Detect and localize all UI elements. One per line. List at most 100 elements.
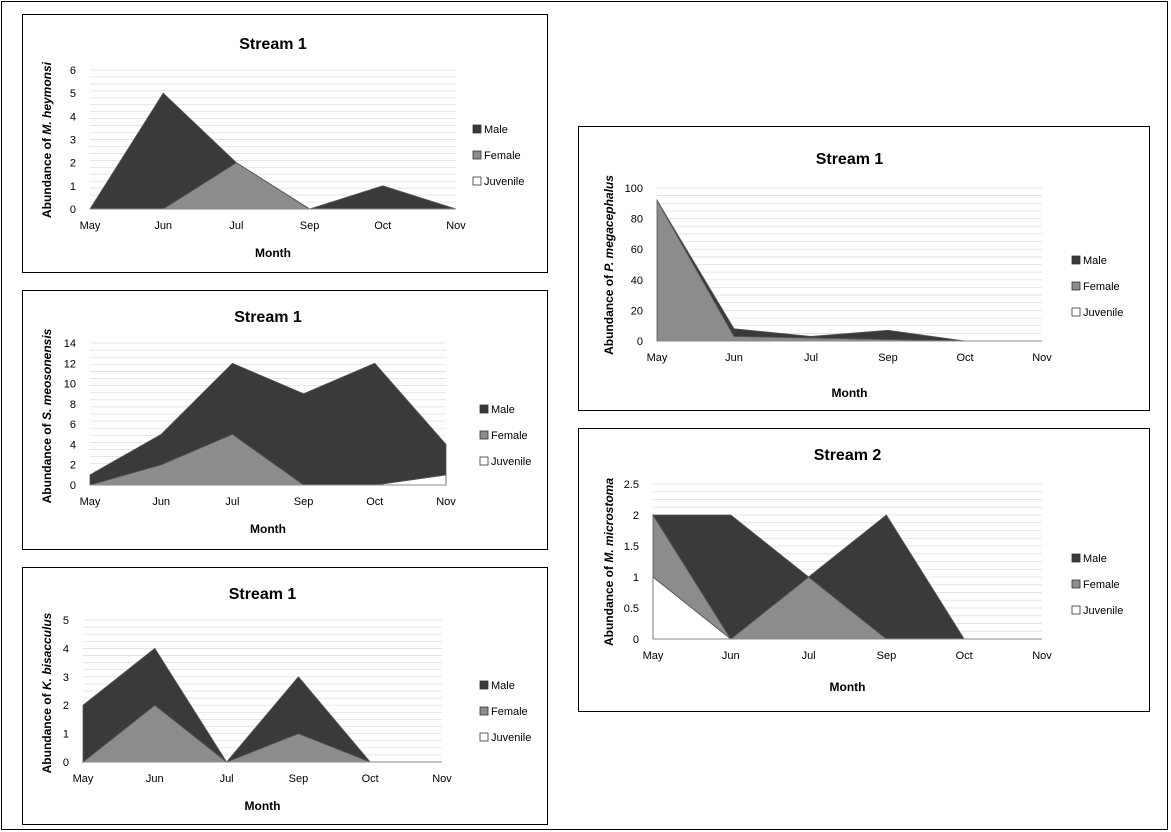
x-tick-label: Sep (878, 352, 898, 364)
y-tick-label: 1 (63, 729, 69, 741)
y-tick-label: 60 (631, 244, 643, 256)
y-tick-label: 1 (633, 572, 639, 584)
y-tick-label: 14 (64, 338, 76, 350)
x-tick-label: Jul (229, 220, 243, 232)
legend-label-male: Male (491, 680, 515, 692)
x-tick-label: Jul (804, 352, 818, 364)
y-tick-label: 0 (63, 757, 69, 769)
legend-swatch-male (479, 404, 489, 414)
x-tick-label: Jun (725, 352, 743, 364)
x-tick-label: Nov (436, 496, 456, 508)
y-tick-label: 40 (631, 275, 643, 287)
legend-label-female: Female (491, 706, 528, 718)
x-tick-label: Jul (225, 496, 239, 508)
y-tick-label: 3 (70, 135, 76, 147)
x-axis-label: Month (255, 246, 291, 260)
legend-label-male: Male (484, 124, 508, 136)
y-tick-label: 0.5 (624, 603, 639, 615)
legend-swatch-female (472, 150, 482, 160)
x-tick-label: Nov (1032, 650, 1052, 662)
legend-label-female: Female (1083, 579, 1120, 591)
y-tick-label: 10 (64, 379, 76, 391)
legend-label-male: Male (1083, 553, 1107, 565)
x-tick-label: Nov (446, 220, 466, 232)
y-tick-label: 20 (631, 305, 643, 317)
x-axis-label: Month (250, 522, 286, 536)
y-axis-label: Abundance of P. megacephalus (602, 175, 616, 355)
chart-m-microstoma: Stream 2 0 0.5 1 1.5 2 2.5 May Jun Jul Sep Oct Nov Mo… (578, 428, 1150, 712)
y-axis-label: Abundance of S. meosonensis (40, 328, 54, 503)
legend-swatch-juvenile (1071, 605, 1081, 615)
legend-swatch-female (1071, 579, 1081, 589)
chart-svg: Stream 1 0 1 2 3 4 5 6 May Jun Jul Sep Oct Nov Month Ab… (40, 36, 524, 260)
y-tick-label: 5 (63, 615, 69, 627)
x-axis-label: Month (832, 386, 868, 400)
legend-swatch-female (479, 706, 489, 716)
y-axis-label: Abundance of K. bisacculus (40, 612, 54, 773)
y-tick-label: 2 (70, 460, 76, 472)
y-tick-label: 2.5 (624, 479, 639, 491)
y-tick-label: 6 (70, 419, 76, 431)
x-tick-label: Jun (722, 650, 740, 662)
x-tick-label: Oct (956, 352, 973, 364)
legend-label-female: Female (491, 430, 528, 442)
chart-svg: Stream 1 0 2 4 6 8 10 12 14 May Jun Jul Sep Oct Nov Mon… (40, 309, 531, 536)
chart-title: Stream 1 (816, 151, 884, 168)
x-tick-label: Sep (300, 220, 320, 232)
legend-swatch-female (479, 430, 489, 440)
y-tick-label: 2 (63, 700, 69, 712)
chart-title: Stream 1 (239, 36, 307, 53)
x-tick-label: Oct (366, 496, 383, 508)
chart-s-meosonensis: Stream 1 0 2 4 6 8 10 12 14 May Jun Jul Sep Oct Nov Mon… (22, 290, 548, 550)
x-axis-label: Month (830, 680, 866, 694)
legend-label-juvenile: Juvenile (491, 732, 531, 744)
area-series-male (652, 514, 1042, 640)
chart-k-bisacculus: Stream 1 0 1 2 3 4 5 May Jun Jul Sep Oct Nov Month Abu… (22, 567, 548, 825)
y-tick-label: 100 (625, 183, 643, 195)
chart-m-heymonsi: Stream 1 0 1 2 3 4 5 6 May Jun Jul Sep Oct Nov Month Ab… (22, 14, 548, 273)
y-tick-label: 4 (70, 439, 76, 451)
chart-p-megacephalus: Stream 1 0 20 40 60 80 100 May Jun Jul Sep Oct Nov Mo… (578, 126, 1150, 411)
legend-label-male: Male (1083, 255, 1107, 267)
legend-label-juvenile: Juvenile (1083, 307, 1123, 319)
y-axis-label: Abundance of M. microstoma (602, 478, 616, 646)
x-tick-label: Sep (289, 773, 309, 785)
legend-swatch-juvenile (479, 732, 489, 742)
legend-label-juvenile: Juvenile (491, 456, 531, 468)
y-tick-label: 0 (633, 634, 639, 646)
legend-swatch-juvenile (1071, 307, 1081, 317)
y-tick-label: 80 (631, 214, 643, 226)
legend-swatch-male (1071, 255, 1081, 265)
x-tick-label: Oct (956, 650, 973, 662)
chart-title: Stream 1 (234, 309, 302, 326)
legend-label-female: Female (484, 150, 521, 162)
y-tick-label: 2 (70, 158, 76, 170)
x-tick-label: Sep (294, 496, 314, 508)
y-tick-label: 4 (70, 111, 76, 123)
chart-svg: Stream 1 0 20 40 60 80 100 May Jun Jul Sep Oct Nov Mo… (602, 151, 1123, 400)
chart-title: Stream 2 (814, 447, 882, 464)
y-tick-label: 2 (633, 510, 639, 522)
x-tick-label: May (80, 220, 101, 232)
area-series-male (89, 362, 447, 486)
x-tick-label: May (73, 773, 94, 785)
y-tick-label: 0 (70, 204, 76, 216)
legend-label-juvenile: Juvenile (484, 176, 524, 188)
y-tick-label: 6 (70, 65, 76, 77)
x-tick-label: May (647, 352, 668, 364)
y-tick-label: 3 (63, 672, 69, 684)
y-tick-label: 0 (70, 480, 76, 492)
y-tick-label: 1.5 (624, 541, 639, 553)
x-axis-label: Month (245, 799, 281, 813)
y-tick-label: 4 (63, 643, 69, 655)
y-tick-label: 1 (70, 181, 76, 193)
legend-swatch-juvenile (472, 176, 482, 186)
chart-title: Stream 1 (229, 586, 297, 603)
legend-swatch-juvenile (479, 456, 489, 466)
y-tick-label: 12 (64, 358, 76, 370)
area-series-male (656, 200, 1042, 342)
legend-swatch-male (1071, 553, 1081, 563)
x-tick-label: Nov (1032, 352, 1052, 364)
legend-swatch-male (479, 680, 489, 690)
